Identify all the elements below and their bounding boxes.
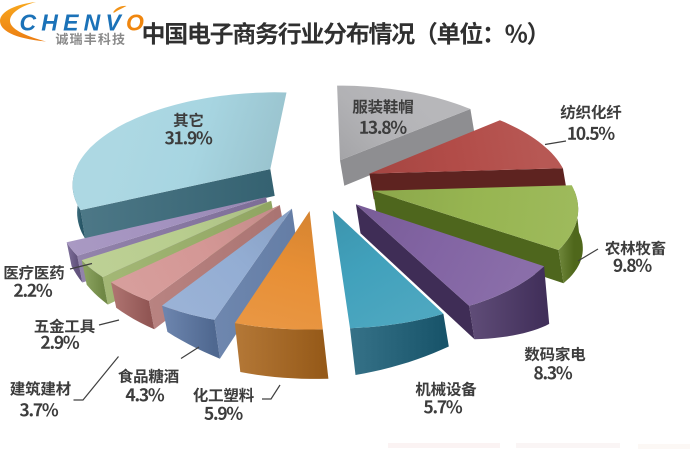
- svg-text:CHENVO: CHENVO: [20, 10, 150, 36]
